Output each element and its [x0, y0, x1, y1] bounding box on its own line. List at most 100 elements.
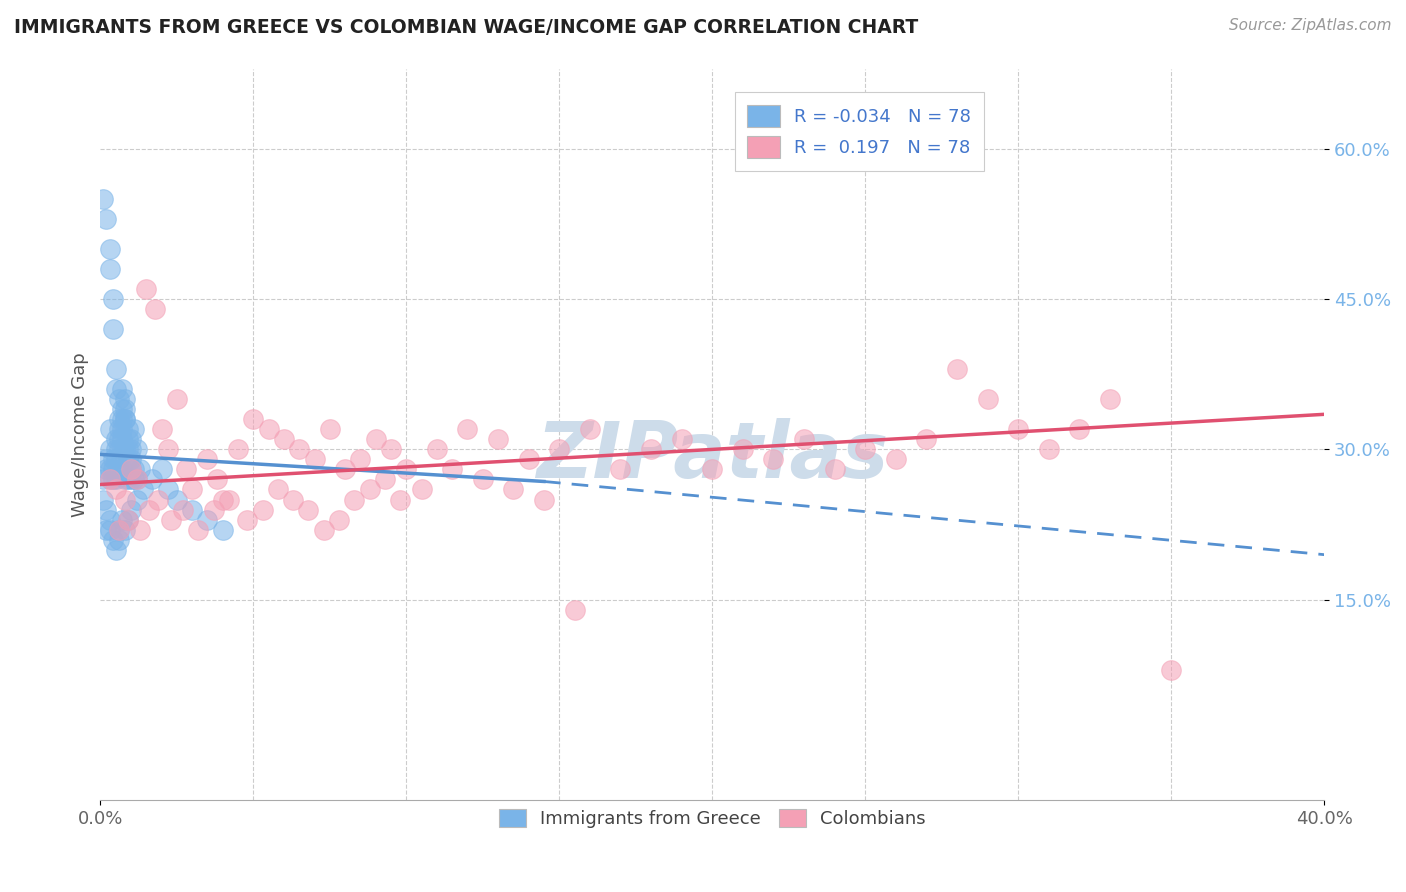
Point [101, 462, 124, 476]
Point [1069, 422, 1091, 436]
Legend: Immigrants from Greece, Colombians: Immigrants from Greece, Colombians [491, 801, 934, 835]
Point [98, 512, 121, 526]
Text: Source: ZipAtlas.com: Source: ZipAtlas.com [1229, 18, 1392, 33]
Point [98, 473, 121, 487]
Point [226, 442, 249, 457]
Point [111, 512, 134, 526]
Point [114, 523, 136, 537]
Point [411, 483, 433, 497]
Point [197, 512, 219, 526]
Point [915, 433, 938, 447]
Point [135, 282, 157, 296]
Point [129, 462, 152, 476]
Point [96, 452, 118, 467]
Point [297, 502, 319, 516]
Point [122, 462, 145, 476]
Point [122, 422, 145, 436]
Point [148, 492, 170, 507]
Point [120, 462, 142, 476]
Point [281, 492, 304, 507]
Point [114, 392, 136, 407]
Point [104, 382, 127, 396]
Point [205, 473, 228, 487]
Point [132, 483, 155, 497]
Point [107, 462, 129, 476]
Point [1098, 392, 1121, 407]
Point [107, 433, 129, 447]
Point [1007, 422, 1029, 436]
Point [884, 452, 907, 467]
Point [98, 442, 121, 457]
Point [111, 402, 134, 417]
Point [486, 433, 509, 447]
Point [111, 412, 134, 426]
Point [101, 533, 124, 547]
Point [98, 523, 121, 537]
Point [120, 433, 142, 447]
Point [120, 502, 142, 516]
Point [273, 433, 295, 447]
Point [288, 442, 311, 457]
Point [114, 412, 136, 426]
Point [211, 523, 233, 537]
Point [93, 192, 115, 206]
Point [349, 452, 371, 467]
Point [104, 362, 127, 376]
Point [117, 452, 139, 467]
Point [117, 512, 139, 526]
Y-axis label: Wage/Income Gap: Wage/Income Gap [72, 352, 89, 516]
Point [98, 262, 121, 277]
Point [104, 542, 127, 557]
Point [107, 422, 129, 436]
Point [107, 523, 129, 537]
Point [976, 392, 998, 407]
Point [304, 452, 326, 467]
Point [141, 473, 163, 487]
Point [101, 322, 124, 336]
Point [107, 523, 129, 537]
Point [98, 242, 121, 256]
Point [125, 473, 148, 487]
Point [129, 523, 152, 537]
Point [114, 492, 136, 507]
Point [1160, 663, 1182, 677]
Point [181, 502, 204, 516]
Point [117, 473, 139, 487]
Point [389, 492, 412, 507]
Point [257, 422, 280, 436]
Point [1038, 442, 1060, 457]
Point [731, 442, 754, 457]
Point [502, 483, 524, 497]
Point [96, 502, 118, 516]
Text: IMMIGRANTS FROM GREECE VS COLOMBIAN WAGE/INCOME GAP CORRELATION CHART: IMMIGRANTS FROM GREECE VS COLOMBIAN WAGE… [14, 18, 918, 37]
Point [114, 402, 136, 417]
Point [172, 502, 194, 516]
Point [114, 412, 136, 426]
Point [150, 422, 173, 436]
Point [702, 462, 724, 476]
Point [117, 422, 139, 436]
Point [104, 483, 127, 497]
Point [125, 492, 148, 507]
Point [166, 492, 188, 507]
Point [98, 473, 121, 487]
Point [793, 433, 815, 447]
Point [107, 533, 129, 547]
Point [359, 483, 381, 497]
Point [319, 422, 342, 436]
Point [236, 512, 259, 526]
Point [671, 433, 693, 447]
Point [111, 422, 134, 436]
Point [202, 502, 225, 516]
Point [395, 462, 418, 476]
Point [111, 462, 134, 476]
Point [111, 382, 134, 396]
Point [101, 473, 124, 487]
Point [471, 473, 494, 487]
Point [456, 422, 478, 436]
Point [104, 442, 127, 457]
Point [120, 452, 142, 467]
Point [364, 433, 387, 447]
Point [150, 462, 173, 476]
Point [441, 462, 464, 476]
